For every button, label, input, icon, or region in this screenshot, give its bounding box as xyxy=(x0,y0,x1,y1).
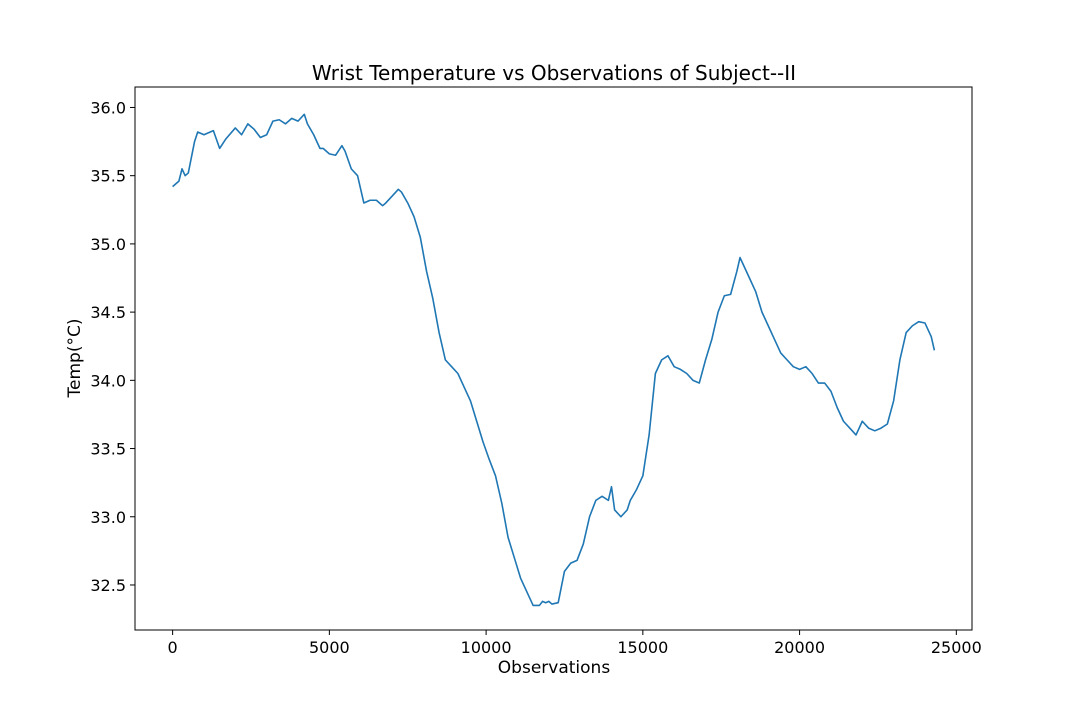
y-tick-label: 36.0 xyxy=(90,98,126,117)
y-tick-label: 35.5 xyxy=(90,167,126,186)
chart-title: Wrist Temperature vs Observations of Sub… xyxy=(312,61,796,85)
plot-area xyxy=(172,113,936,607)
y-axis-label: Temp(°C) xyxy=(65,319,85,399)
y-tick-label: 34.0 xyxy=(90,371,126,390)
y-tick-label: 34.5 xyxy=(90,303,126,322)
x-tick-label: 0 xyxy=(168,638,178,657)
x-axis: 0 5000 10000 15000 20000 25000 xyxy=(168,630,982,657)
x-tick-label: 20000 xyxy=(774,638,825,657)
x-tick-label: 25000 xyxy=(931,638,982,657)
y-axis: 32.5 33.0 33.5 34.0 34.5 35.0 35.5 36.0 xyxy=(90,98,135,595)
y-tick-label: 33.0 xyxy=(90,508,126,527)
x-axis-label: Observations xyxy=(498,658,611,678)
y-tick-label: 32.5 xyxy=(90,576,126,595)
x-tick-label: 15000 xyxy=(617,638,668,657)
x-tick-label: 10000 xyxy=(461,638,512,657)
y-tick-label: 33.5 xyxy=(90,440,126,459)
x-tick-label: 5000 xyxy=(309,638,350,657)
series-line xyxy=(172,113,936,607)
plot-frame xyxy=(134,86,973,631)
y-tick-label: 35.0 xyxy=(90,235,126,254)
